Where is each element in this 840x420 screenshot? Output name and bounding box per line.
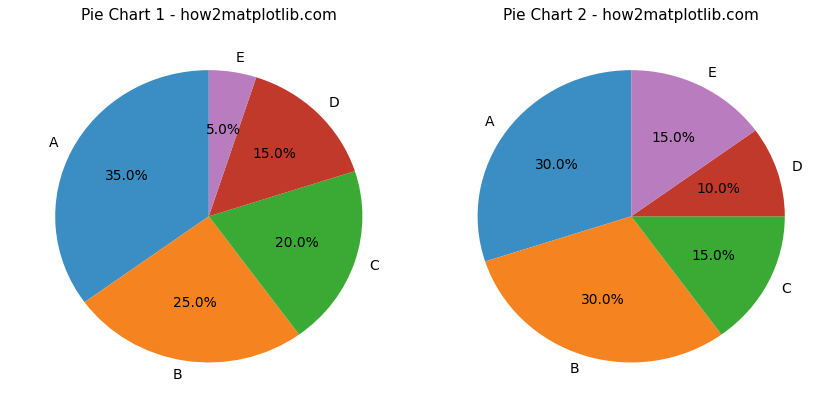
Text: D: D: [328, 96, 339, 110]
Wedge shape: [631, 130, 785, 216]
Text: E: E: [708, 66, 717, 80]
Text: B: B: [173, 368, 182, 382]
Wedge shape: [209, 171, 362, 335]
Title: Pie Chart 2 - how2matplotlib.com: Pie Chart 2 - how2matplotlib.com: [503, 8, 759, 23]
Wedge shape: [209, 70, 256, 216]
Text: 25.0%: 25.0%: [172, 296, 216, 310]
Title: Pie Chart 1 - how2matplotlib.com: Pie Chart 1 - how2matplotlib.com: [81, 8, 337, 23]
Text: 15.0%: 15.0%: [651, 131, 695, 145]
Text: 30.0%: 30.0%: [535, 158, 579, 172]
Wedge shape: [631, 216, 785, 335]
Wedge shape: [55, 70, 209, 302]
Wedge shape: [85, 216, 299, 362]
Text: 10.0%: 10.0%: [697, 182, 741, 196]
Text: 15.0%: 15.0%: [691, 249, 735, 263]
Text: C: C: [782, 282, 791, 296]
Text: D: D: [792, 160, 803, 173]
Wedge shape: [209, 77, 354, 216]
Text: 15.0%: 15.0%: [252, 147, 296, 161]
Text: 5.0%: 5.0%: [206, 123, 241, 136]
Text: 30.0%: 30.0%: [580, 293, 625, 307]
Text: A: A: [485, 115, 495, 129]
Text: E: E: [235, 50, 244, 65]
Text: 35.0%: 35.0%: [105, 170, 149, 184]
Wedge shape: [486, 216, 722, 362]
Text: A: A: [49, 136, 58, 150]
Wedge shape: [478, 70, 631, 262]
Text: B: B: [570, 362, 579, 376]
Text: C: C: [370, 259, 379, 273]
Wedge shape: [631, 70, 755, 216]
Text: 20.0%: 20.0%: [275, 236, 318, 250]
